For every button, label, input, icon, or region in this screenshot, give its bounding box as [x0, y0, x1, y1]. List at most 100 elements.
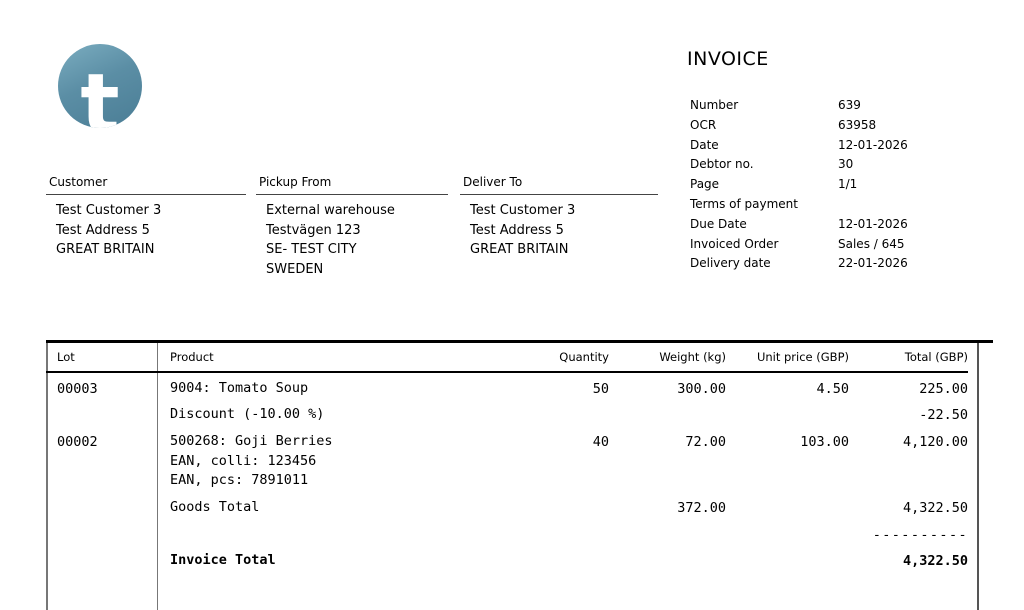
meta-row-invoiced-order: Invoiced Order Sales / 645	[690, 235, 990, 255]
header-quantity: Quantity	[559, 350, 609, 364]
customer-address-block: Customer Test Customer 3 Test Address 5 …	[46, 175, 246, 260]
meta-row-number: Number 639	[690, 96, 990, 116]
header-total: Total (GBP)	[904, 350, 968, 364]
meta-label: OCR	[690, 117, 717, 132]
meta-label: Page	[690, 177, 720, 192]
cell-quantity: 50	[592, 381, 609, 397]
meta-label: Invoiced Order	[690, 236, 779, 251]
deliver-to-title: Deliver To	[460, 175, 658, 195]
invoice-total-value: 4,322.50	[902, 553, 968, 570]
cell-total: 225.00	[919, 381, 968, 397]
address-line: Test Customer 3	[470, 203, 576, 218]
cell-weight: 72.00	[685, 434, 726, 450]
meta-value: 22-01-2026	[838, 256, 908, 271]
address-line: External warehouse	[266, 203, 395, 218]
meta-row-date: Date 12-01-2026	[690, 136, 990, 156]
meta-label: Number	[690, 98, 739, 112]
table-top-border	[46, 340, 993, 343]
cell-product: Discount (-10.00 %)	[158, 405, 520, 425]
cell-weight: 300.00	[677, 381, 726, 397]
cell-weight	[609, 525, 726, 545]
cell-lot: 00002	[57, 434, 98, 450]
cell-unit-price: 4.50	[816, 381, 849, 397]
meta-value: 12-01-2026	[838, 216, 908, 231]
table-row: Discount (-10.00 %) -22.50	[46, 399, 968, 425]
product-line: EAN, colli: 123456	[170, 452, 317, 469]
table-right-border	[977, 343, 979, 610]
product-line: Discount (-10.00 %)	[170, 406, 325, 422]
cell-product: 9004: Tomato Soup	[158, 379, 520, 399]
meta-label: Terms of payment	[690, 196, 798, 211]
meta-label: Due Date	[690, 216, 747, 231]
deliver-to-address-block: Deliver To Test Customer 3 Test Address …	[460, 175, 658, 260]
address-line: SWEDEN	[266, 261, 324, 277]
cell-unit-price	[726, 551, 849, 571]
cell-total: 4,322.50	[902, 500, 968, 517]
product-line: 9004: Tomato Soup	[170, 380, 309, 396]
header-unit-price: Unit price (GBP)	[756, 350, 849, 364]
header-product: Product	[170, 350, 214, 364]
cell-lot	[46, 525, 158, 545]
address-line: Test Customer 3	[56, 203, 162, 218]
table-body: 00003 9004: Tomato Soup 50 300.00 4.50 2…	[46, 373, 968, 571]
customer-address-lines: Test Customer 3 Test Address 5 GREAT BRI…	[46, 195, 246, 260]
cell-total: -22.50	[919, 407, 968, 423]
cell-product	[158, 525, 520, 545]
cell-lot	[46, 405, 158, 425]
goods-total-row: Goods Total 372.00 4,322.50	[46, 491, 968, 518]
cell-quantity: 40	[592, 434, 609, 450]
address-line: Test Address 5	[470, 222, 564, 238]
table-row: 00002 500268: Goji Berries EAN, colli: 1…	[46, 425, 968, 491]
cell-unit-price	[726, 525, 849, 545]
address-line: Testvägen 123	[266, 222, 361, 238]
header-weight: Weight (kg)	[659, 350, 726, 364]
cell-product: 500268: Goji Berries EAN, colli: 123456 …	[158, 432, 520, 491]
product-line: EAN, pcs: 7891011	[170, 472, 309, 489]
cell-unit-price	[726, 405, 849, 425]
meta-value: 639	[838, 98, 861, 112]
invoice-total-label: Invoice Total	[170, 552, 276, 569]
line-items-table: Lot Product Quantity Weight (kg) Unit pr…	[46, 340, 993, 610]
meta-value: 30	[838, 157, 854, 172]
cell-quantity	[520, 405, 609, 425]
meta-row-terms: Terms of payment	[690, 195, 990, 215]
product-line: 500268: Goji Berries	[170, 433, 333, 449]
cell-unit-price: 103.00	[800, 434, 849, 450]
cell-weight	[609, 551, 726, 571]
pickup-from-title: Pickup From	[256, 175, 448, 195]
cell-unit-price	[726, 498, 849, 518]
cell-quantity	[520, 498, 609, 518]
meta-label: Date	[690, 137, 719, 152]
deliver-to-lines: Test Customer 3 Test Address 5 GREAT BRI…	[460, 195, 658, 260]
meta-value: 63958	[838, 117, 877, 132]
cell-weight: 372.00	[677, 500, 726, 517]
total-separator-dashes: ----------	[872, 527, 968, 544]
meta-label: Delivery date	[690, 256, 771, 271]
company-logo: t	[58, 44, 142, 128]
cell-quantity	[520, 551, 609, 571]
table-left-border	[46, 343, 48, 610]
meta-row-due-date: Due Date 12-01-2026	[690, 215, 990, 235]
cell-product: Invoice Total	[158, 551, 520, 571]
table-header-row: Lot Product Quantity Weight (kg) Unit pr…	[46, 343, 968, 373]
meta-row-debtor: Debtor no. 30	[690, 155, 990, 175]
meta-row-page: Page 1/1	[690, 175, 990, 195]
meta-value: 12-01-2026	[838, 137, 908, 152]
header-lot: Lot	[57, 350, 75, 364]
table-row: 00003 9004: Tomato Soup 50 300.00 4.50 2…	[46, 373, 968, 399]
meta-value: 1/1	[838, 177, 858, 192]
address-line: GREAT BRITAIN	[470, 242, 569, 257]
cell-product: Goods Total	[158, 498, 520, 518]
invoice-meta: Number 639 OCR 63958 Date 12-01-2026 Deb…	[690, 96, 990, 274]
address-line: GREAT BRITAIN	[56, 242, 155, 257]
total-separator-row: ----------	[46, 518, 968, 545]
goods-total-label: Goods Total	[170, 499, 260, 516]
meta-label: Debtor no.	[690, 157, 754, 172]
cell-weight	[609, 405, 726, 425]
logo-letter: t	[80, 57, 120, 129]
pickup-from-lines: External warehouse Testvägen 123 SE- TES…	[256, 195, 448, 279]
cell-total: 4,120.00	[902, 434, 968, 450]
meta-row-delivery-date: Delivery date 22-01-2026	[690, 254, 990, 274]
cell-quantity	[520, 525, 609, 545]
meta-value	[838, 195, 990, 215]
